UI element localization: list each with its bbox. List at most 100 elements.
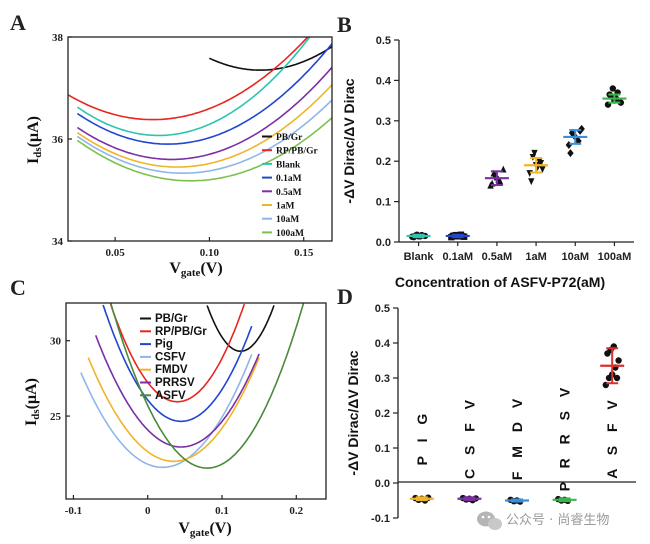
data-point-10am xyxy=(567,149,574,158)
y-tick-label: 34 xyxy=(52,236,64,248)
y-tick-label: 0.2 xyxy=(375,408,390,420)
x-axis-label-a: Vgate(V) xyxy=(169,260,222,279)
category-label-f-m-d-v: F M D V xyxy=(509,394,525,480)
curve-a-0-1am xyxy=(76,43,332,145)
watermark: 公众号 · 尚睿生物 xyxy=(477,511,609,530)
y-tick-label: -0.1 xyxy=(371,513,390,525)
legend-label-csfv: CSFV xyxy=(155,351,186,363)
curve-a-10am xyxy=(76,99,332,174)
y-tick-label: 0.3 xyxy=(375,373,390,385)
x-tick-label: 0.10 xyxy=(200,247,220,259)
legend-label-rp-pb-gr: RP/PB/Gr xyxy=(155,326,207,338)
x-tick-label: 0.05 xyxy=(106,247,126,259)
data-point-a-s-f-v xyxy=(615,357,622,364)
x-tick-label-100am: 100aM xyxy=(598,251,632,263)
x-tick-label-0-5am: 0.5aM xyxy=(482,251,513,263)
y-tick-label: 0.3 xyxy=(376,116,391,128)
chart-b: 0.0 0.1 0.2 0.3 0.4 0.5 Blank 0.1aM 0.5aM 1aM 10aM… xyxy=(341,35,634,290)
legend-label-pb-gr: PB/Gr xyxy=(155,313,188,325)
curve-a-1am xyxy=(76,84,332,168)
y-tick-label: 0.5 xyxy=(375,303,390,315)
x-tick-label-0-1am: 0.1aM xyxy=(442,251,473,263)
y-tick-label: 36 xyxy=(52,134,64,146)
curve-a-blank xyxy=(76,37,311,137)
curve-c-csfv xyxy=(80,354,253,469)
data-point-10am xyxy=(578,124,585,133)
x-tick-label-10am: 10aM xyxy=(561,251,589,263)
y-tick-label: 0.4 xyxy=(376,75,392,87)
y-tick-label: 30 xyxy=(50,336,62,348)
legend-label-0-5am: 0.5aM xyxy=(276,188,302,198)
y-axis-label-a: Ids(μA) xyxy=(25,116,44,164)
curve-a-rp-pb-gr xyxy=(68,37,309,121)
panel-label-b: B xyxy=(337,12,352,37)
y-tick-label: 25 xyxy=(50,411,62,423)
legend-label-blank: Blank xyxy=(276,160,301,170)
data-point-1am xyxy=(531,149,538,157)
curve-c-rp-pb-gr xyxy=(109,303,246,403)
x-axis-label-b: Concentration of ASFV-P72(aM) xyxy=(395,274,605,290)
curve-c-prrsv xyxy=(94,335,260,448)
category-label-p-r-r-s-v: P R R S V xyxy=(557,383,573,492)
curve-a-pb-gr xyxy=(209,45,332,71)
legend-label-1am: 1aM xyxy=(276,202,295,212)
y-tick-label: 0.5 xyxy=(376,35,391,47)
y-axis-label-d: -ΔV Dirac/ΔV Dirac xyxy=(345,350,361,475)
watermark-text: 公众号 · 尚睿生物 xyxy=(506,513,609,528)
category-label-c-s-f-v: C S F V xyxy=(461,395,477,479)
data-point-1am xyxy=(528,178,535,186)
chart-a: 0.05 0.10 0.15 34 36 38 PB/Gr RP/PB/Gr Blank 0.1… xyxy=(25,32,333,279)
curve-c-pig xyxy=(102,304,253,423)
wechat-icon xyxy=(477,511,502,530)
curve-c-fmdv xyxy=(87,357,260,463)
data-point-1am xyxy=(539,166,546,173)
data-point-100am xyxy=(609,85,617,92)
curve-c-pb-gr xyxy=(206,305,275,352)
x-tick-label: 0 xyxy=(145,505,151,517)
x-tick-label-1am: 1aM xyxy=(525,251,546,263)
legend-label-0-1am: 0.1aM xyxy=(276,174,302,184)
y-tick-label: 0.1 xyxy=(376,197,391,209)
x-tick-label: 0.1 xyxy=(215,505,229,517)
y-tick-label: 38 xyxy=(52,32,64,44)
data-point-1am xyxy=(537,160,545,167)
panel-label-c: C xyxy=(10,275,26,300)
chart-c: -0.1 0 0.1 0.2 25 30 PB/GrRP/PB/GrPigCSFVFMDV… xyxy=(23,302,327,539)
y-tick-label: 0.2 xyxy=(376,156,391,168)
x-axis-label-c: Vgate(V) xyxy=(178,520,231,539)
y-tick-label: 0.0 xyxy=(376,237,391,249)
y-tick-label: 0.4 xyxy=(375,338,391,350)
curve-a-100am xyxy=(76,117,332,182)
data-point-10am xyxy=(568,128,576,137)
y-axis-label-c: Ids(μA) xyxy=(23,378,42,426)
data-point-1am xyxy=(526,170,533,178)
legend-label-pig: Pig xyxy=(155,339,173,351)
category-label-a-s-f-v: A S F V xyxy=(604,395,620,479)
x-tick-label: 0.2 xyxy=(289,505,303,517)
data-point-10am xyxy=(575,137,582,145)
legend-label-asfv: ASFV xyxy=(155,390,186,402)
legend-label-fmdv: FMDV xyxy=(155,364,188,376)
legend-label-prrsv: PRRSV xyxy=(155,377,195,389)
category-label-p-i-g: P I G xyxy=(414,409,430,466)
data-point-100am xyxy=(617,99,625,106)
legend-label-100am: 100aM xyxy=(276,229,304,239)
legend-label-rp-pb-gr: RP/PB/Gr xyxy=(276,147,318,157)
x-tick-label-blank: Blank xyxy=(404,251,435,263)
chart-d: -0.1 0.0 0.1 0.2 0.3 0.4 0.5 P I G C S F V F M D … xyxy=(345,303,636,525)
legend-label-10am: 10aM xyxy=(276,215,299,225)
x-tick-label: 0.15 xyxy=(294,247,314,259)
panel-label-d: D xyxy=(337,284,353,309)
curve-c-asfv xyxy=(109,303,305,469)
plot-frame-c xyxy=(65,302,327,500)
y-axis-label-b: -ΔV Dirac/ΔV Dirac xyxy=(341,78,357,203)
x-tick-label: -0.1 xyxy=(65,505,82,517)
y-tick-label: 0.1 xyxy=(375,443,390,455)
y-tick-label: 0.0 xyxy=(375,478,390,490)
data-point-a-s-f-v xyxy=(613,374,621,382)
legend-label-pb-gr: PB/Gr xyxy=(276,133,303,143)
panel-label-a: A xyxy=(10,10,26,35)
curve-a-0-5am xyxy=(76,66,332,161)
data-point-10am xyxy=(565,141,573,150)
